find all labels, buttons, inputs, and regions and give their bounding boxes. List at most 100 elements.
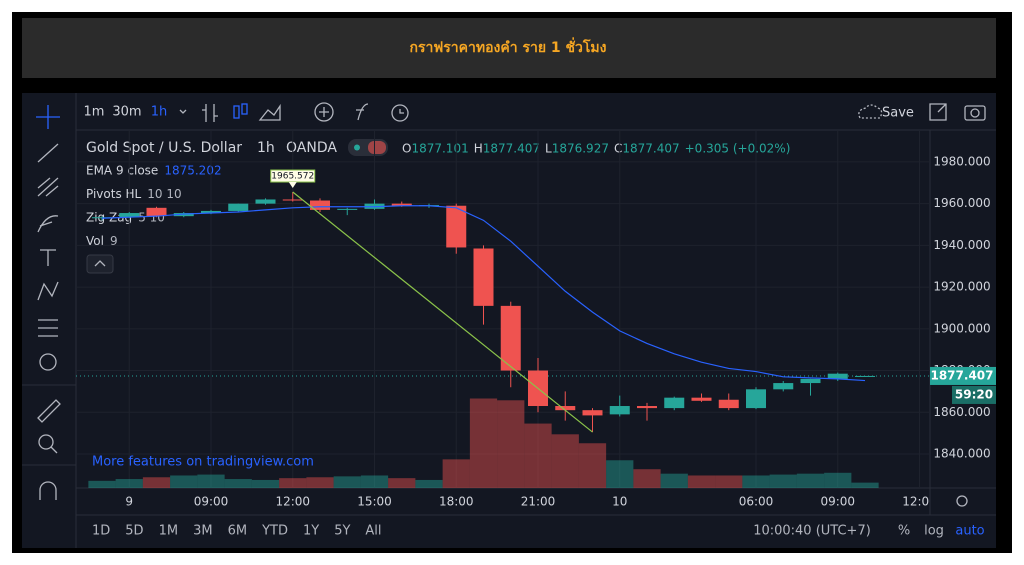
interval-button-active[interactable]: 1h: [151, 105, 168, 120]
prediction-tool[interactable]: [38, 319, 58, 337]
range-button[interactable]: 1Y: [303, 524, 319, 539]
ohlc-label: O: [402, 142, 411, 156]
y-tick-label: 1840.000: [933, 446, 990, 460]
y-tick-label: 1980.000: [933, 154, 990, 168]
pattern-tool[interactable]: [37, 281, 59, 301]
range-button[interactable]: 5D: [125, 524, 143, 539]
last-price-box: [930, 366, 996, 385]
brush-tool[interactable]: [37, 215, 59, 233]
candle-body: [391, 203, 412, 206]
change-value: +0.305 (+0.02%): [685, 142, 791, 156]
save-icon[interactable]: [858, 104, 883, 119]
save-button[interactable]: Save: [882, 106, 914, 121]
indicator-name: EMA 9 close: [86, 164, 158, 178]
snapshot-button[interactable]: [964, 105, 986, 121]
ema-line: [101, 205, 866, 382]
indicator-name: Vol: [86, 234, 104, 248]
volume-bar: [442, 459, 470, 488]
x-tick-label: 15:00: [357, 495, 392, 509]
fib-tool[interactable]: [37, 177, 59, 197]
ohlc-label: L: [545, 142, 552, 156]
candle-body: [637, 406, 657, 409]
indicator-name: Pivots HL: [86, 187, 142, 201]
pivot-label-pointer: [288, 182, 297, 189]
x-tick-label: 10: [612, 495, 627, 509]
x-tick-label: 06:00: [739, 495, 774, 509]
candles-style[interactable]: [233, 105, 240, 119]
zoom-tool[interactable]: [38, 434, 54, 450]
volume-bar: [578, 443, 607, 488]
ohlc-value: 1877.407: [483, 142, 540, 156]
interval-button[interactable]: 30m: [112, 105, 141, 120]
volume-bar: [551, 434, 579, 488]
area-style[interactable]: [258, 103, 281, 121]
volume-bar: [469, 398, 498, 488]
trend-line-tool[interactable]: [37, 143, 59, 163]
range-button[interactable]: 5Y: [334, 524, 350, 539]
x-tick-label: 9: [125, 495, 133, 509]
candle-body: [446, 205, 467, 248]
log-toggle[interactable]: log: [924, 524, 944, 539]
x-tick-label: 09:00: [194, 495, 229, 509]
volume-bar: [851, 482, 879, 488]
indicators-button[interactable]: [356, 103, 369, 121]
top-toolbar-icons: [179, 102, 986, 507]
volume-bar: [769, 474, 797, 488]
range-button[interactable]: 3M: [193, 524, 213, 539]
percent-toggle[interactable]: %: [898, 524, 910, 539]
magnet-tool[interactable]: [39, 481, 57, 500]
y-tick-label: 1900.000: [933, 321, 990, 335]
volume-bar: [306, 477, 334, 488]
interval-button[interactable]: 1m: [84, 105, 105, 120]
page-title: กราฟราคาทองคำ ราย 1 ชั่วโมง: [410, 37, 607, 56]
volume-bar: [497, 400, 525, 488]
promo-link[interactable]: More features on tradingview.com: [92, 455, 314, 470]
collapse-legend[interactable]: [86, 254, 114, 274]
crosshair-tool[interactable]: [36, 105, 60, 129]
volume-bar: [524, 423, 552, 488]
candle-body: [228, 203, 249, 211]
indicator-value: 10 10: [147, 187, 181, 201]
settings-button[interactable]: [956, 495, 968, 507]
fullscreen-button[interactable]: [929, 103, 947, 121]
x-tick-label: 18:00: [439, 495, 474, 509]
candle-body: [746, 389, 766, 409]
bars-style[interactable]: [202, 104, 218, 122]
range-button[interactable]: All: [365, 524, 381, 539]
range-buttons: 1D 5D 1M 3M 6M YTD 1Y 5Y All: [92, 524, 382, 539]
range-button[interactable]: 1M: [159, 524, 179, 539]
ruler-tool[interactable]: [37, 399, 61, 423]
candle-body: [555, 406, 576, 411]
range-button[interactable]: 1D: [92, 524, 110, 539]
y-tick-label: 1940.000: [933, 238, 990, 252]
range-button[interactable]: YTD: [261, 524, 288, 539]
volume-bar: [142, 477, 171, 488]
text-tool[interactable]: [40, 249, 56, 266]
x-tick-label: 09:00: [820, 495, 855, 509]
volume-bar: [360, 475, 389, 488]
auto-toggle[interactable]: auto: [955, 524, 984, 539]
ohlc-label: C: [614, 142, 622, 156]
candle-body: [473, 248, 494, 306]
emoji-tool[interactable]: [39, 353, 57, 371]
alert-button[interactable]: [391, 104, 409, 122]
candle-body: [146, 207, 167, 217]
candle-body: [664, 397, 685, 409]
compare-button[interactable]: [314, 102, 334, 122]
chart: 9 09:00 12:00 15:00 18:00 21:00 10 06:00 09:00 12…: [76, 130, 996, 509]
countdown-box: [952, 385, 996, 404]
volume-bar: [279, 478, 307, 488]
candle-body: [827, 373, 848, 379]
countdown-label: 59:20: [955, 387, 993, 401]
candle-body: [255, 199, 276, 204]
volume-bar: [715, 475, 743, 488]
candle-body: [337, 208, 358, 210]
range-button[interactable]: 6M: [228, 524, 248, 539]
candle-body: [201, 210, 221, 214]
y-tick-label: 1860.000: [933, 405, 990, 419]
symbol-interval: 1h: [257, 140, 275, 156]
pivot-label: 1965.572: [271, 172, 314, 182]
interval-dropdown[interactable]: [179, 109, 187, 114]
volume-bar: [333, 476, 361, 488]
